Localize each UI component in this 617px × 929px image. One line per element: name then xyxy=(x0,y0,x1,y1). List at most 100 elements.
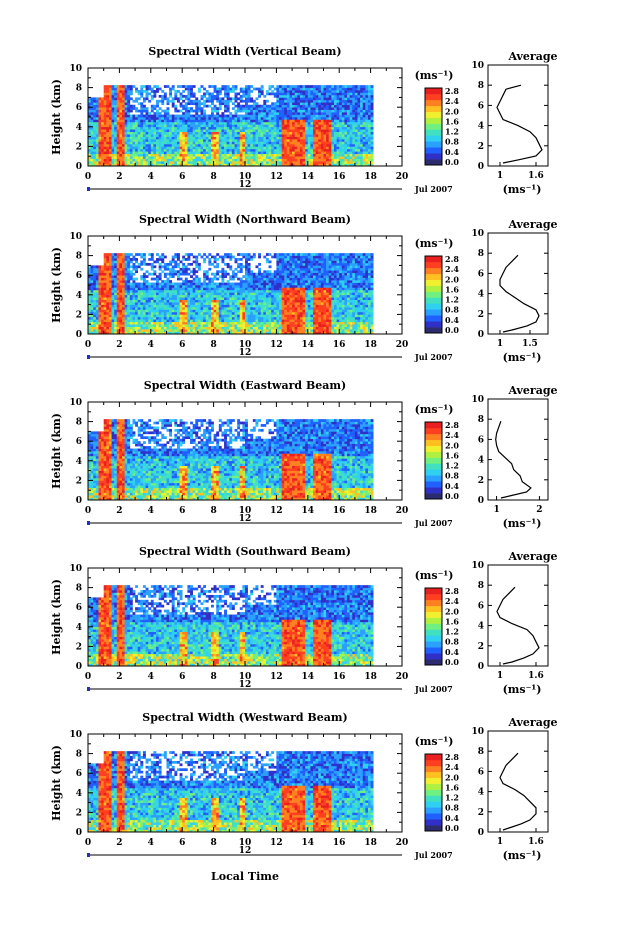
heatmap-cell xyxy=(127,122,130,125)
heatmap-cell xyxy=(258,129,261,132)
heatmap-cell xyxy=(297,115,300,118)
heatmap-cell xyxy=(316,134,319,137)
heatmap-cell xyxy=(292,139,295,142)
heatmap-cell xyxy=(203,95,206,98)
heatmap-cell xyxy=(271,161,274,164)
heatmap-cell xyxy=(310,124,313,127)
heatmap-cell xyxy=(248,151,251,154)
heatmap-cell xyxy=(117,85,120,88)
heatmap-cell xyxy=(151,144,154,147)
heatmap-cell xyxy=(227,88,230,91)
heatmap-cell xyxy=(266,132,269,135)
heatmap-cell xyxy=(117,137,120,140)
heatmap-cell xyxy=(182,115,185,118)
heatmap-cell xyxy=(318,132,321,135)
heatmap-cell xyxy=(316,85,319,88)
heatmap-cell xyxy=(271,154,274,157)
heatmap-cell xyxy=(297,146,300,149)
heatmap-cell xyxy=(187,90,190,93)
heatmap-cell xyxy=(237,154,240,157)
heatmap-cell xyxy=(140,137,143,140)
heatmap-cell xyxy=(193,93,196,96)
heatmap-cell xyxy=(185,124,188,127)
heatmap-cell xyxy=(114,110,117,113)
heatmap-cell xyxy=(201,139,204,142)
heatmap-cell xyxy=(284,151,287,154)
heatmap-cell xyxy=(180,144,183,147)
heatmap-cell xyxy=(274,122,277,125)
heatmap-cell xyxy=(269,137,272,140)
heatmap-cell xyxy=(216,156,219,159)
heatmap-cell xyxy=(109,149,112,152)
heatmap-cell xyxy=(284,97,287,100)
heatmap-cell xyxy=(221,156,224,159)
heatmap-cell xyxy=(271,85,274,88)
heatmap-cell xyxy=(159,156,162,159)
heatmap-cell xyxy=(329,127,332,130)
heatmap-cell xyxy=(227,146,230,149)
heatmap-cell xyxy=(208,119,211,122)
heatmap-cell xyxy=(245,97,248,100)
heatmap-cell xyxy=(167,127,170,130)
heatmap-cell xyxy=(180,102,183,105)
heatmap-cell xyxy=(216,127,219,130)
heatmap-cell xyxy=(203,122,206,125)
heatmap-cell xyxy=(245,132,248,135)
heatmap-cell xyxy=(203,137,206,140)
heatmap-cell xyxy=(310,85,313,88)
heatmap-cell xyxy=(279,107,282,110)
heatmap-cell xyxy=(279,88,282,91)
heatmap-cell xyxy=(132,119,135,122)
heatmap-cell xyxy=(219,137,222,140)
heatmap-cell xyxy=(229,124,232,127)
heatmap-cell xyxy=(114,85,117,88)
heatmap-cell xyxy=(229,100,232,103)
heatmap-cell xyxy=(258,117,261,120)
heatmap-cell xyxy=(219,117,222,120)
heatmap-cell xyxy=(172,122,175,125)
heatmap-cell xyxy=(224,132,227,135)
heatmap-cell xyxy=(138,134,141,137)
heatmap-cell xyxy=(266,156,269,159)
heatmap-cell xyxy=(112,85,115,88)
heatmap-cell xyxy=(211,107,214,110)
heatmap-cell xyxy=(208,127,211,130)
heatmap-cell xyxy=(245,112,248,115)
heatmap-cell xyxy=(206,105,209,108)
heatmap-cell xyxy=(318,129,321,132)
heatmap-cell xyxy=(153,115,156,118)
heatmap-cell xyxy=(287,137,290,140)
heatmap-cell xyxy=(206,127,209,130)
heatmap-cell xyxy=(310,149,313,152)
heatmap-cell xyxy=(140,112,143,115)
heatmap-cell xyxy=(263,149,266,152)
heatmap-cell xyxy=(146,144,149,147)
heatmap-cell xyxy=(161,151,164,154)
heatmap-cell xyxy=(104,117,107,120)
heatmap-cell xyxy=(282,149,285,152)
heatmap-cell xyxy=(203,161,206,164)
heatmap-cell xyxy=(96,156,99,159)
heatmap-cell xyxy=(208,93,211,96)
heatmap-cell xyxy=(300,90,303,93)
heatmap-cell xyxy=(96,159,99,162)
heatmap-cell xyxy=(119,151,122,154)
heatmap-cell xyxy=(237,137,240,140)
heatmap-cell xyxy=(167,129,170,132)
heatmap-cell xyxy=(161,127,164,130)
heatmap-cell xyxy=(101,139,104,142)
heatmap-cell xyxy=(313,112,316,115)
heatmap-cell xyxy=(261,105,264,108)
heatmap-cell xyxy=(329,149,332,152)
heatmap-cell xyxy=(308,117,311,120)
heatmap-cell xyxy=(125,124,128,127)
heatmap-cell xyxy=(185,154,188,157)
heatmap-cell xyxy=(248,119,251,122)
heatmap-cell xyxy=(326,159,329,162)
heatmap-cell xyxy=(164,142,167,145)
heatmap-cell xyxy=(201,149,204,152)
heatmap-cell xyxy=(130,161,133,164)
heatmap-cell xyxy=(159,124,162,127)
heatmap-cell xyxy=(174,129,177,132)
heatmap-cell xyxy=(130,115,133,118)
